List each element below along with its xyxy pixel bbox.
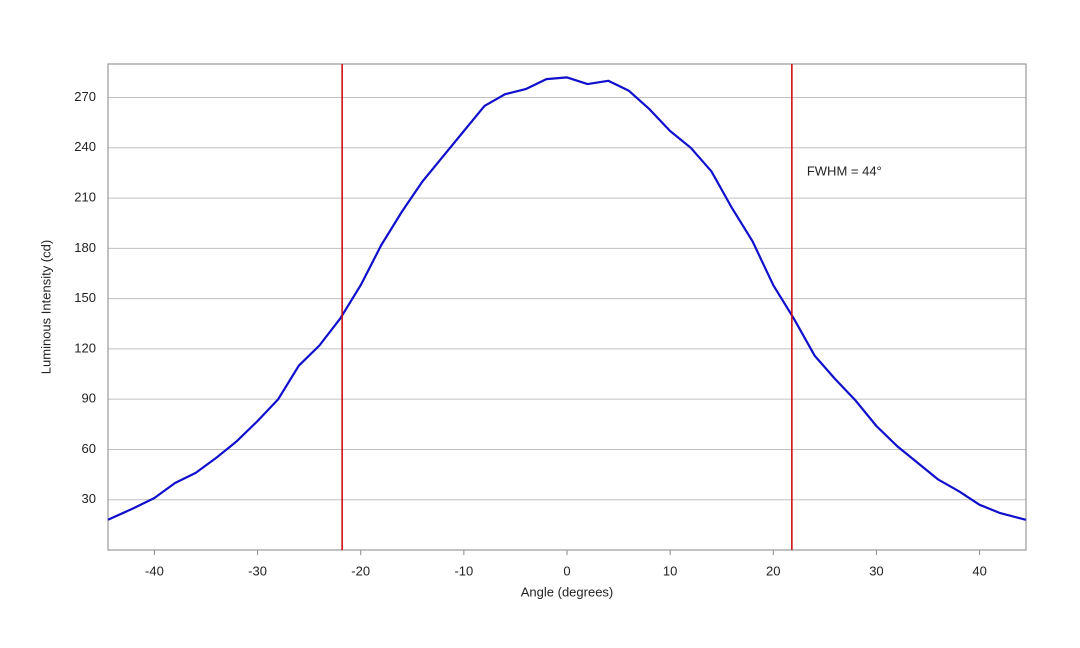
y-tick-label: 150: [74, 290, 96, 305]
y-axis-label: Luminous Intensity (cd): [38, 240, 53, 374]
y-tick-label: 210: [74, 190, 96, 205]
x-tick-label: 30: [869, 563, 883, 578]
x-tick-label: -40: [145, 563, 164, 578]
plot-frame: [107, 63, 1027, 551]
y-tick-label: 60: [82, 441, 96, 456]
x-tick-label: -20: [351, 563, 370, 578]
y-tick-label: 240: [74, 139, 96, 154]
annotation: FWHM = 44°: [807, 163, 882, 178]
y-tick-label: 30: [82, 491, 96, 506]
y-tick-label: 180: [74, 240, 96, 255]
x-tick-label: 40: [972, 563, 986, 578]
x-tick-label: 0: [563, 563, 570, 578]
x-tick-label: -30: [248, 563, 267, 578]
x-tick-label: 10: [663, 563, 677, 578]
y-tick-label: 270: [74, 89, 96, 104]
x-tick-label: 20: [766, 563, 780, 578]
y-tick-label: 90: [82, 391, 96, 406]
x-tick-label: -10: [454, 563, 473, 578]
y-tick-label: 120: [74, 340, 96, 355]
data-line: [107, 76, 1027, 521]
x-axis-label: Angle (degrees): [521, 584, 614, 599]
